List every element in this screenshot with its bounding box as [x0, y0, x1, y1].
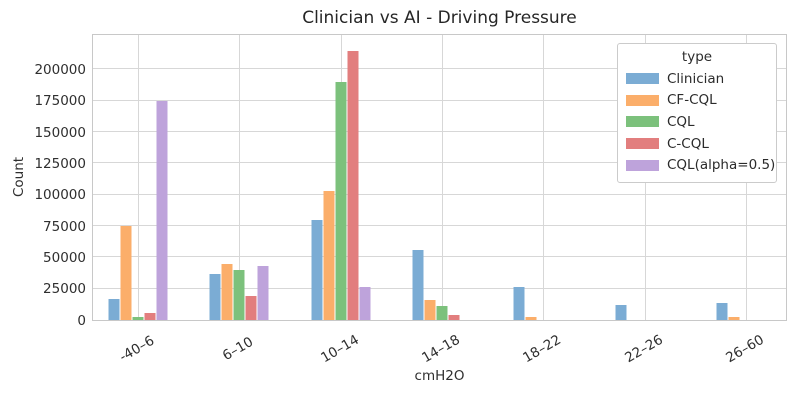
bar: [412, 249, 424, 320]
bar: [347, 50, 359, 320]
y-tick-label: 75000: [43, 218, 86, 235]
bar: [144, 313, 156, 320]
gridline: [93, 162, 786, 164]
bar: [448, 315, 460, 320]
bar: [132, 316, 144, 320]
bar: [513, 287, 525, 320]
bar: [728, 316, 740, 320]
gridline: [93, 99, 786, 101]
gridline: [442, 35, 443, 320]
bar: [615, 305, 627, 320]
legend-item: Clinician: [626, 68, 768, 90]
y-tick-label: 175000: [34, 93, 86, 110]
bar-group: [716, 302, 776, 320]
legend-item-label: Clinician: [667, 70, 725, 87]
legend: type Clinician CF-CQL CQL C-CQL CQL(alpha=0.…: [617, 43, 777, 183]
gridline: [93, 193, 786, 195]
bar-group: [108, 100, 168, 320]
bar-group: [615, 305, 674, 320]
bar: [120, 226, 132, 320]
x-tick-label: -40–6: [116, 332, 158, 366]
x-tick-label: 10–14: [317, 331, 362, 367]
bar: [424, 299, 436, 320]
gridline: [93, 225, 786, 227]
bar: [525, 316, 537, 320]
bar: [716, 302, 728, 320]
x-tick-label: 26–60: [723, 331, 767, 367]
y-tick-label: 50000: [43, 249, 86, 266]
bar-group: [311, 50, 371, 320]
legend-item: CF-CQL: [626, 90, 768, 112]
gridline: [93, 256, 786, 258]
x-tick-label: 14–18: [419, 331, 463, 367]
bar: [359, 286, 371, 320]
legend-item: CQL: [626, 111, 768, 133]
y-tick-label: 125000: [34, 155, 86, 172]
y-tick-label: 100000: [34, 187, 86, 204]
x-tick-label: 18–22: [520, 331, 565, 367]
gridline: [138, 35, 139, 320]
legend-swatch: [626, 138, 659, 150]
bar: [436, 305, 448, 320]
legend-rows: Clinician CF-CQL CQL C-CQL CQL(alpha=0.5): [626, 68, 775, 176]
bar-group: [412, 249, 472, 320]
bar: [311, 219, 323, 320]
y-tick-label: 200000: [34, 61, 86, 78]
x-tick-label: 22–26: [621, 331, 666, 367]
legend-swatch: [626, 73, 659, 85]
bar-group: [209, 263, 269, 320]
x-axis-label: cmH2O: [414, 368, 465, 384]
legend-swatch: [626, 116, 659, 128]
legend-item: CQL(alpha=0.5): [626, 154, 775, 176]
y-tick-label: 150000: [34, 124, 86, 141]
bar: [108, 298, 120, 320]
bar-group: [513, 287, 573, 320]
gridline: [93, 68, 786, 70]
y-tick-label: 25000: [43, 281, 86, 298]
gridline: [239, 35, 241, 320]
bar: [335, 81, 347, 320]
bar: [245, 296, 257, 320]
bar: [209, 273, 221, 320]
bar: [257, 266, 269, 320]
x-tick-label: 6–10: [220, 333, 257, 365]
chart-title: Clinician vs AI - Driving Pressure: [302, 8, 577, 28]
legend-item-label: CQL(alpha=0.5): [667, 157, 776, 174]
y-tick-label: 0: [77, 312, 86, 329]
bar: [221, 263, 233, 320]
legend-item-label: C-CQL: [667, 135, 709, 152]
legend-item: C-CQL: [626, 133, 768, 155]
legend-swatch: [626, 159, 659, 171]
legend-swatch: [626, 94, 659, 106]
gridline: [543, 35, 545, 320]
bar: [156, 100, 168, 320]
legend-title: type: [681, 49, 713, 65]
gridline: [93, 287, 786, 289]
gridline: [93, 131, 786, 133]
legend-item-label: CF-CQL: [667, 92, 717, 109]
bar: [233, 269, 245, 320]
bar: [323, 190, 335, 320]
legend-item-label: CQL: [667, 113, 695, 130]
